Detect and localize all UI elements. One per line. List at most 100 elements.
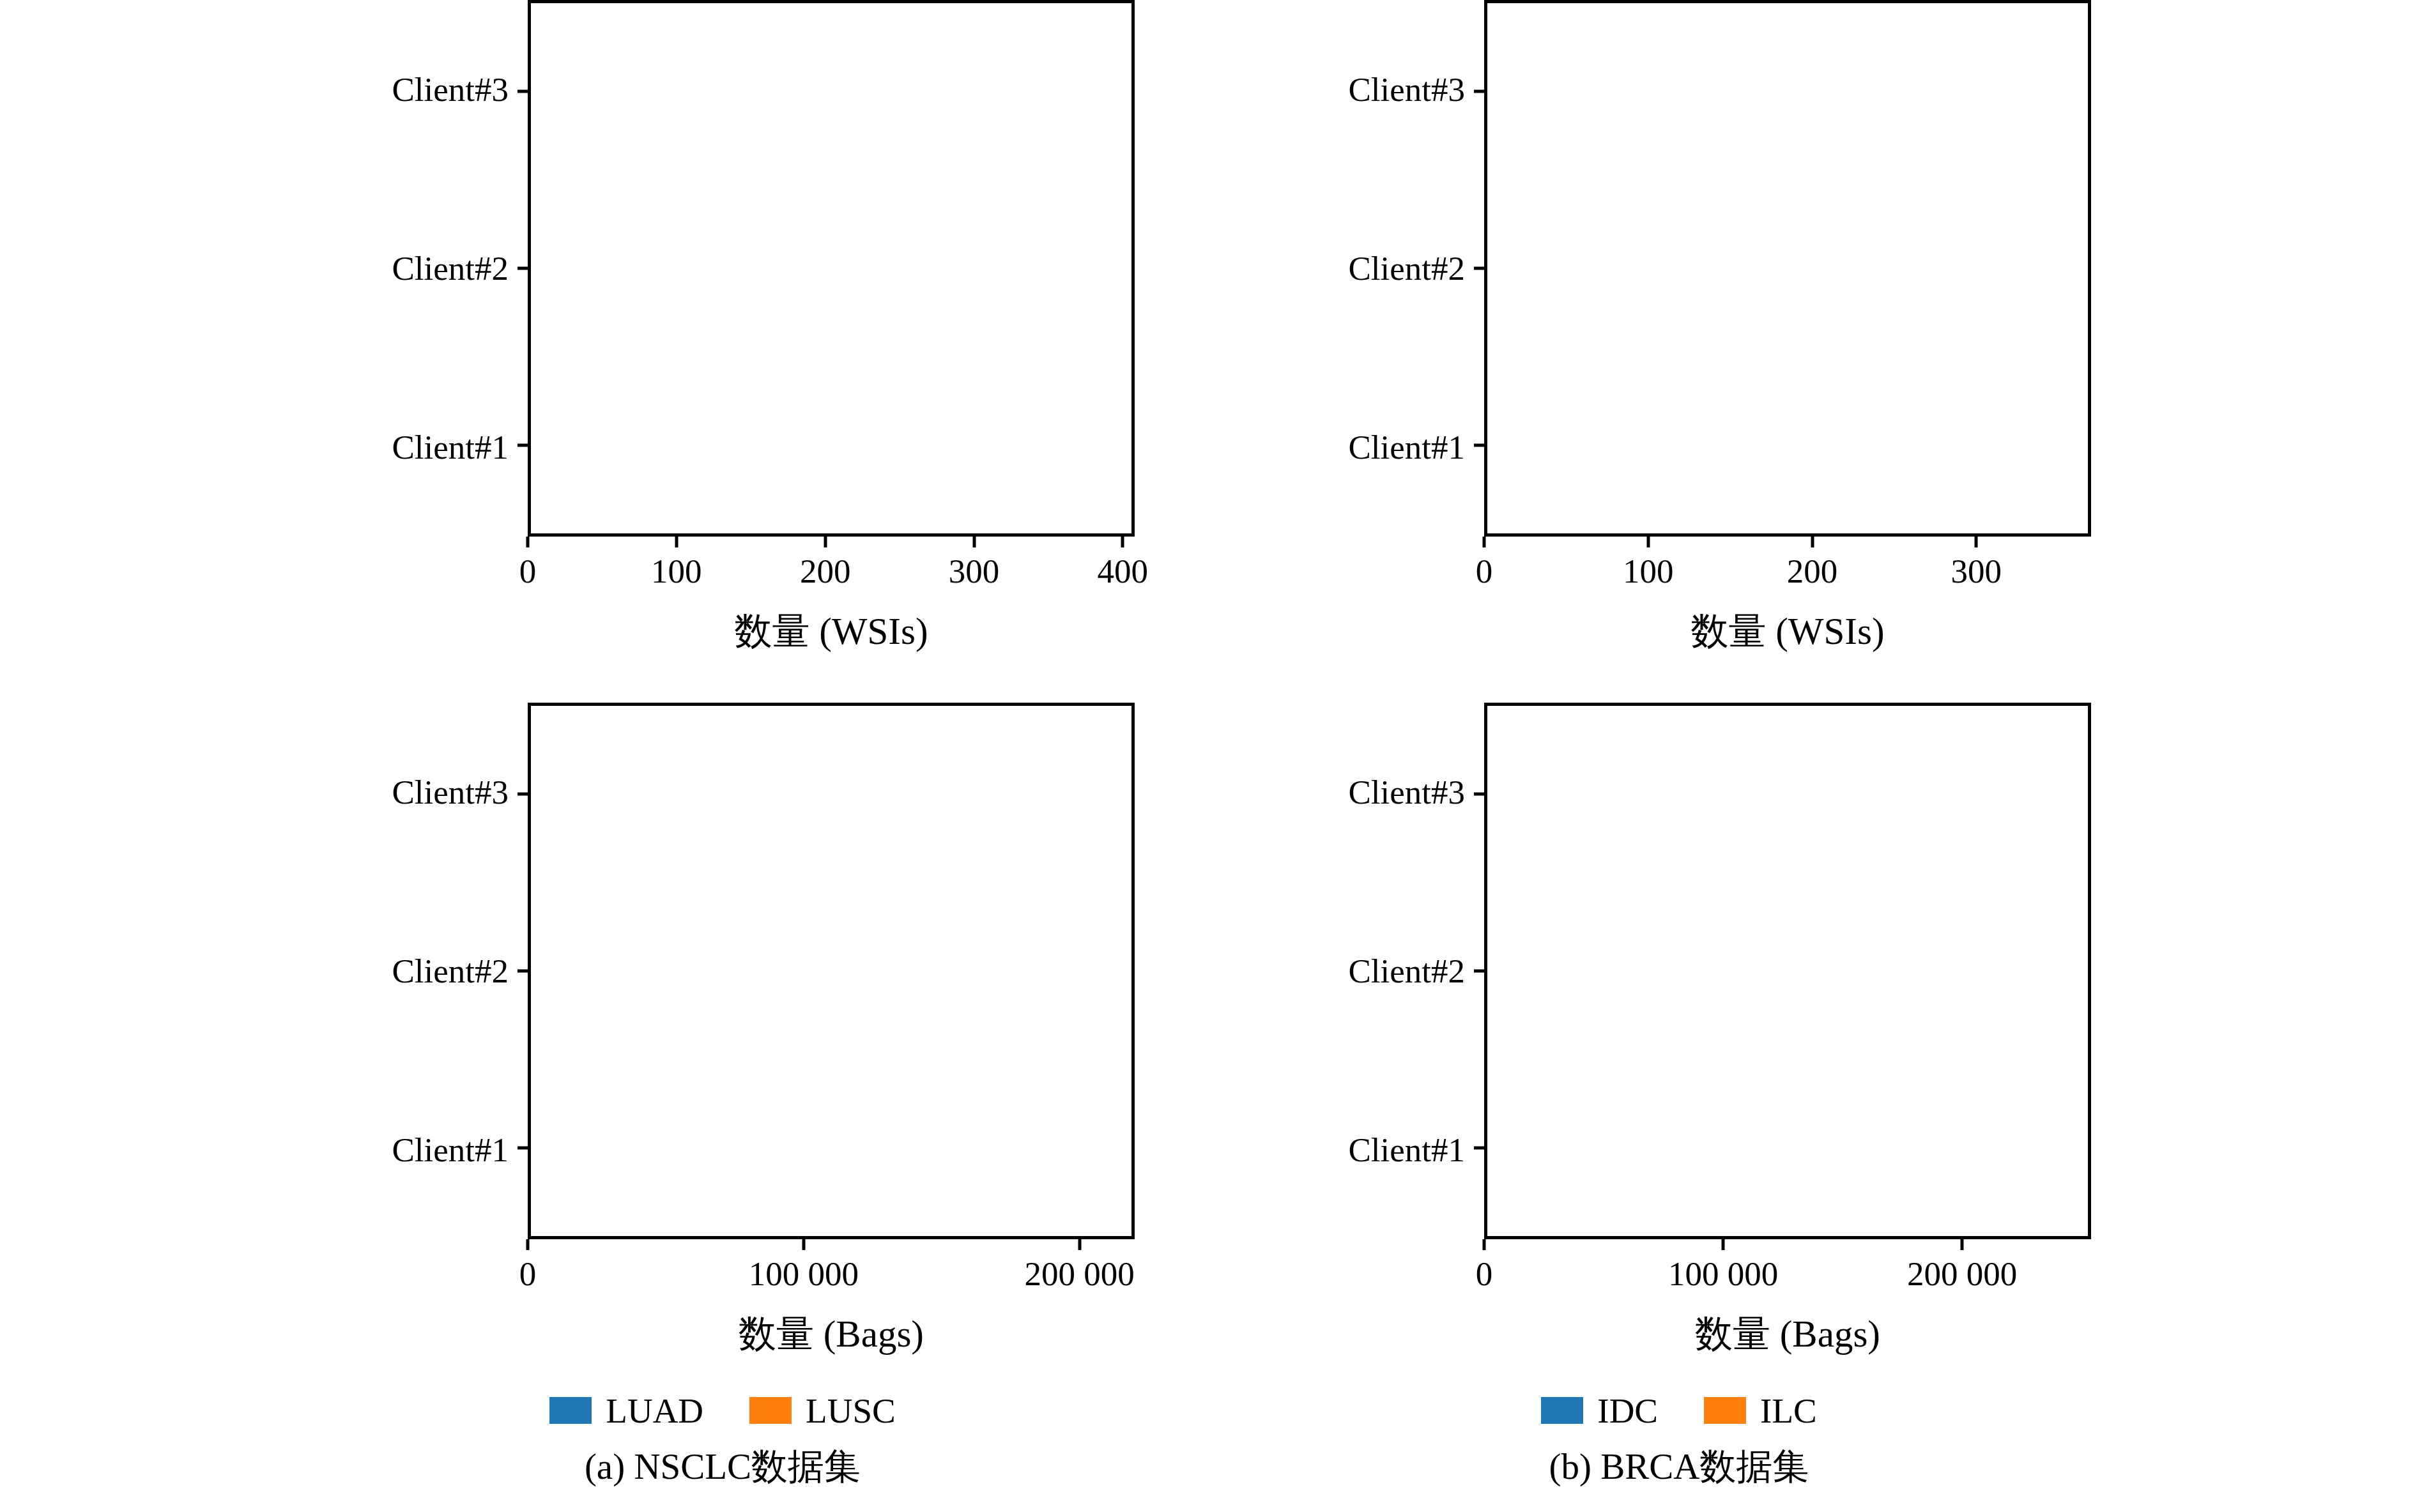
legend-nsclc: LUAD LUSC [310, 1385, 1135, 1436]
bars-container [531, 706, 1131, 1236]
x-tick-mark [675, 537, 678, 547]
y-axis-labels: Client#3 Client#2 Client#1 [1267, 703, 1484, 1239]
x-tick-mark [1121, 537, 1124, 547]
category-label-slot: Client#3 [1267, 703, 1465, 882]
caption-brca: (b) BRCA数据集 [1267, 1442, 2091, 1492]
bar-slot-client-3 [531, 3, 1131, 180]
plot-area [1484, 0, 2091, 537]
y-tick-client-1 [518, 1146, 528, 1149]
category-label-client-2: Client#2 [392, 249, 509, 287]
category-label-client-1: Client#1 [1348, 428, 1465, 466]
y-tick-client-3 [518, 793, 528, 796]
plot-row: Client#3Client#2Client#1 [1267, 0, 2091, 537]
category-label-slot: Client#1 [1267, 358, 1465, 537]
bar-slot-client-2 [531, 883, 1131, 1060]
bar-slot-client-3 [1487, 706, 2088, 883]
y-tick-client-2 [518, 970, 528, 973]
chart-panel-brca-bags: Client#3 Client#2 Client#1 0 100 000 200 000… [1267, 703, 2091, 1368]
legend-item-idc: IDC [1541, 1391, 1658, 1431]
category-label-client-2: Client#2 [1348, 249, 1465, 287]
x-tick-label: 100 000 [749, 1255, 859, 1293]
category-label-client-2: Client#2 [1348, 952, 1465, 990]
legend-swatch-ilc [1704, 1397, 1746, 1424]
legend-item-lusc: LUSC [749, 1391, 896, 1431]
bar-slot-client-2 [1487, 883, 2088, 1060]
category-label-client-3: Client#3 [392, 773, 509, 811]
x-tick-label: 100 000 [1668, 1255, 1778, 1293]
y-tick-client-3 [518, 90, 528, 93]
bars-container [1487, 706, 2088, 1236]
bar-slot-client-3 [531, 706, 1131, 883]
x-tick-label: 0 [519, 552, 537, 590]
y-tick-client-2 [1474, 267, 1484, 270]
x-tick-mark [1483, 1239, 1486, 1250]
bar-slot-client-1 [531, 1059, 1131, 1236]
bar-slot-client-3 [1487, 3, 2088, 180]
x-axis-title: 数量 (WSIs) [1484, 602, 2091, 666]
x-axis: 0100 000200 000 [528, 1239, 1135, 1304]
x-tick-label: 0 [1476, 1255, 1493, 1293]
category-label-slot: Client#2 [1267, 179, 1465, 358]
legend-item-luad: LUAD [549, 1391, 703, 1431]
caption-nsclc: (a) NSCLC数据集 [310, 1442, 1135, 1492]
bar-slot-client-1 [1487, 1059, 2088, 1236]
x-tick-mark [1722, 1239, 1725, 1250]
chart-panel-brca-wsis: Client#3Client#2Client#1 0100200300 数量 (… [1267, 0, 2091, 666]
chart-grid: Client#3Client#2Client#1 0100200300400 数… [0, 0, 2091, 1512]
x-tick-label: 200 000 [1907, 1255, 2017, 1293]
category-label-slot: Client#3 [310, 703, 509, 882]
x-tick-mark [1483, 537, 1486, 547]
x-tick-mark [824, 537, 827, 547]
x-tick-mark [1975, 537, 1978, 547]
category-label-slot: Client#2 [1267, 882, 1465, 1060]
x-axis-title: 数量 (Bags) [528, 1304, 1135, 1368]
bar-slot-client-2 [531, 180, 1131, 357]
category-label-client-3: Client#3 [392, 70, 509, 109]
x-tick-mark [1811, 537, 1814, 547]
legend-label: LUSC [806, 1391, 896, 1431]
y-axis-labels: Client#3Client#2Client#1 [1267, 0, 1484, 537]
x-tick-label: 400 [1098, 552, 1149, 590]
category-label-slot: Client#2 [310, 882, 509, 1060]
x-tick-label: 200 [1787, 552, 1838, 590]
legend-label: LUAD [606, 1391, 703, 1431]
category-label-slot: Client#3 [310, 0, 509, 179]
category-label-slot: Client#1 [310, 358, 509, 537]
x-tick-mark [802, 1239, 805, 1250]
legend-swatch-luad [549, 1397, 592, 1424]
plot-row: Client#3 Client#2 Client#1 [310, 0, 1135, 537]
legend-label: ILC [1760, 1391, 1817, 1431]
x-tick-label: 300 [949, 552, 1000, 590]
bars-container [531, 3, 1131, 533]
bar-slot-client-2 [1487, 180, 2088, 357]
legend-swatch-idc [1541, 1397, 1583, 1424]
bars-container [1487, 3, 2088, 533]
legend-item-ilc: ILC [1704, 1391, 1817, 1431]
x-tick-mark [526, 1239, 530, 1250]
x-tick-mark [972, 537, 976, 547]
x-tick-mark [1961, 1239, 1964, 1250]
category-label-client-3: Client#3 [1348, 773, 1465, 811]
plot-row: Client#3Client#2Client#1 [310, 703, 1135, 1239]
figure: Client#3Client#2Client#1 0100200300400 数… [0, 0, 2415, 1512]
chart-panel-nsclc-bags: Client#3Client#2Client#1 0100 000200 000… [310, 703, 1135, 1368]
y-axis-labels: Client#3Client#2Client#1 [310, 703, 528, 1239]
plot-area [528, 703, 1135, 1239]
x-axis: 0100200300 [1484, 537, 2091, 602]
x-tick-label: 0 [519, 1255, 537, 1293]
y-tick-client-2 [1474, 970, 1484, 973]
legend-brca: IDC ILC [1267, 1385, 2091, 1436]
y-axis-labels: Client#3 Client#2 Client#1 [310, 0, 528, 537]
y-tick-client-1 [518, 443, 528, 447]
x-tick-label: 0 [1476, 552, 1493, 590]
bar-slot-client-1 [1487, 356, 2088, 533]
category-label-client-2: Client#2 [392, 952, 509, 990]
category-label-slot: Client#1 [1267, 1060, 1465, 1239]
y-tick-client-1 [1474, 443, 1484, 447]
x-tick-label: 200 000 [1025, 1255, 1135, 1293]
x-tick-mark [526, 537, 530, 547]
y-tick-client-2 [518, 267, 528, 270]
plot-area [528, 0, 1135, 537]
x-tick-label: 100 [651, 552, 702, 590]
category-label-slot: Client#2 [310, 179, 509, 358]
